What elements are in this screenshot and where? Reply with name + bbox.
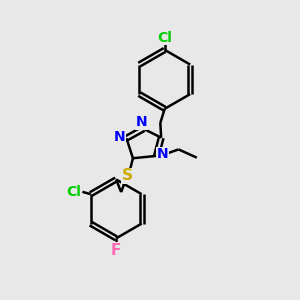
Text: F: F [111, 243, 121, 258]
Text: N: N [135, 115, 147, 129]
Text: Cl: Cl [66, 185, 81, 199]
Text: Cl: Cl [157, 31, 172, 44]
Text: N: N [114, 130, 126, 144]
Text: S: S [122, 168, 133, 183]
Text: N: N [157, 147, 169, 161]
